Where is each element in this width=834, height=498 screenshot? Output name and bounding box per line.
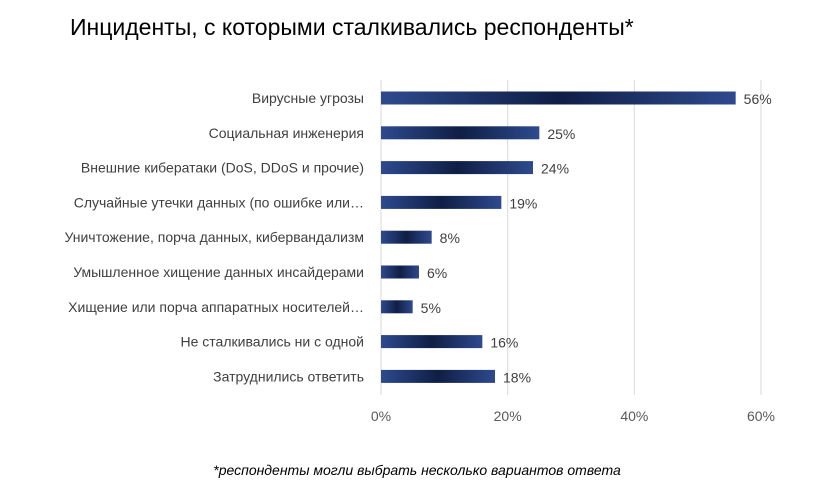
x-tick-label: 0%: [371, 408, 391, 424]
bar: [381, 265, 419, 279]
category-label: Уничтожение, порча данных, кибервандализ…: [64, 229, 364, 245]
category-label: Случайные утечки данных (по ошибке или…: [74, 194, 364, 210]
category-label: Вирусные угрозы: [252, 90, 364, 106]
chart-title: Инциденты, с которыми сталкивались респо…: [70, 14, 634, 40]
data-label: 24%: [541, 161, 569, 177]
category-label: Затруднились ответить: [213, 368, 364, 384]
data-label: 5%: [421, 300, 441, 316]
data-label: 6%: [427, 265, 447, 281]
x-tick-label: 20%: [494, 408, 522, 424]
data-label: 16%: [490, 335, 518, 351]
category-label: Внешние кибератаки (DoS, DDoS и прочие): [81, 160, 364, 176]
bar: [381, 335, 483, 349]
data-label: 18%: [503, 369, 531, 385]
bar: [381, 91, 736, 105]
category-label: Социальная инженерия: [209, 125, 364, 141]
category-label: Хищение или порча аппаратных носителей…: [68, 299, 364, 315]
data-label: 25%: [547, 126, 575, 142]
category-label: Умышленное хищение данных инсайдерами: [73, 264, 364, 280]
bar: [381, 161, 533, 175]
bar: [381, 230, 432, 244]
data-label: 8%: [440, 230, 460, 246]
bar: [381, 126, 540, 140]
footnote: *респонденты могли выбрать несколько вар…: [213, 462, 621, 478]
x-tick-label: 60%: [747, 408, 775, 424]
data-label: 56%: [744, 91, 772, 107]
bar: [381, 195, 502, 209]
category-label: Не сталкивались ни с одной: [181, 334, 365, 350]
bar: [381, 300, 413, 314]
bar: [381, 369, 495, 383]
data-label: 19%: [509, 195, 537, 211]
x-tick-label: 40%: [620, 408, 648, 424]
